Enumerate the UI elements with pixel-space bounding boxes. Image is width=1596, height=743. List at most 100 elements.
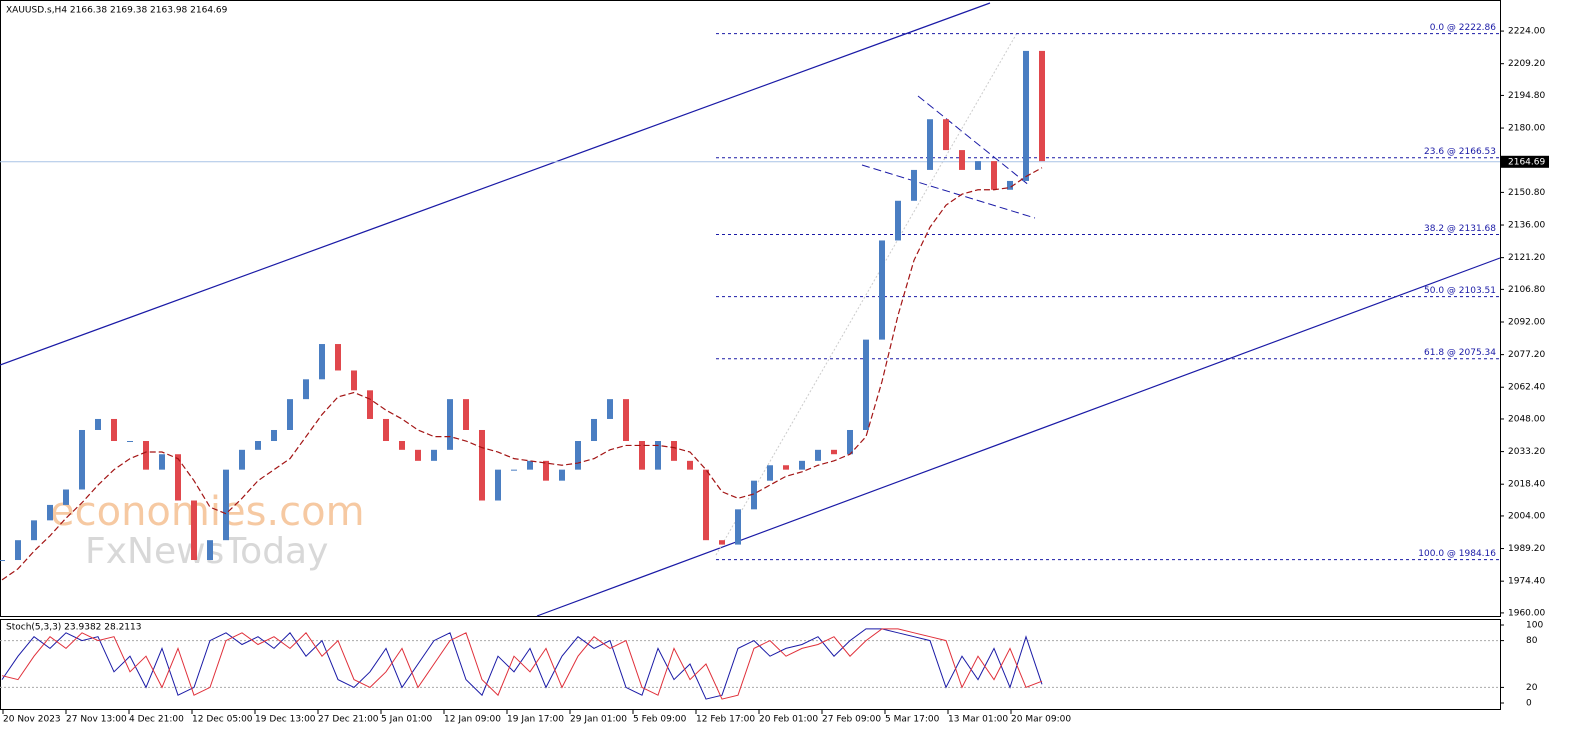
candle (47, 504, 53, 521)
x-tick-label: 20 Nov 2023 (3, 715, 61, 725)
watermark: economies.com (50, 489, 365, 535)
candle (687, 460, 693, 470)
fib-label: 50.0 @ 2103.51 (1424, 286, 1496, 296)
x-tick-label: 27 Dec 21:00 (318, 715, 379, 725)
candle (271, 429, 277, 442)
candle (639, 441, 645, 470)
candle (399, 441, 405, 450)
y-tick-label: 2136.00 (1508, 221, 1545, 231)
candle (255, 441, 261, 450)
y-tick-label: 2033.20 (1508, 447, 1545, 457)
candle (815, 449, 821, 461)
candle (1007, 180, 1013, 190)
channel-lower (536, 257, 1501, 617)
candle (0, 560, 5, 562)
y-tick-label: 2077.20 (1508, 350, 1545, 360)
stoch-line (1, 628, 1043, 700)
candle (111, 418, 117, 442)
x-tick-label: 19 Jan 17:00 (507, 715, 564, 725)
candle (511, 469, 517, 471)
x-tick-label: 12 Jan 09:00 (444, 715, 501, 725)
candle (1039, 50, 1045, 162)
candle (927, 119, 933, 170)
candle (671, 441, 677, 461)
candle (15, 540, 21, 561)
candle (303, 379, 309, 400)
stoch-panel (0, 619, 1501, 710)
y-tick-label: 2150.80 (1508, 188, 1545, 198)
candle (159, 454, 165, 470)
candle (607, 399, 613, 419)
candle (719, 540, 725, 545)
candle (383, 418, 389, 442)
fib-label: 100.0 @ 1984.16 (1418, 549, 1496, 559)
chart-title: XAUUSD.s,H4 2166.38 2169.38 2163.98 2164… (6, 6, 228, 16)
fib-label: 38.2 @ 2131.68 (1424, 224, 1496, 234)
candle (367, 390, 373, 419)
candle (847, 429, 853, 455)
candle (335, 344, 341, 371)
y-tick-label: 2209.20 (1508, 59, 1545, 69)
candle (575, 441, 581, 470)
y-tick-label: 1989.20 (1508, 544, 1545, 554)
candle (943, 119, 949, 151)
candle (31, 520, 37, 541)
candle (703, 469, 709, 541)
x-tick-label: 20 Mar 09:00 (1011, 715, 1071, 725)
x-tick-label: 29 Jan 01:00 (570, 715, 627, 725)
candle (831, 449, 837, 455)
candle (863, 339, 869, 430)
x-tick-label: 19 Dec 13:00 (255, 715, 316, 725)
y-tick-label: 2121.20 (1508, 253, 1545, 263)
candle (735, 509, 741, 545)
stoch-tick-label: 20 (1526, 683, 1538, 693)
candle (1023, 50, 1029, 181)
x-tick-label: 5 Mar 17:00 (885, 715, 940, 725)
candle (447, 399, 453, 450)
candle (783, 465, 789, 470)
candle (415, 449, 421, 461)
stoch-title: Stoch(5,3,3) 23.9382 28.2113 (6, 623, 141, 633)
candle (143, 441, 149, 470)
drawings (0, 2, 1501, 617)
fib-trend (715, 32, 1018, 556)
candle (879, 240, 885, 340)
y-tick-label: 2106.80 (1508, 285, 1545, 295)
current-price-label: 2164.69 (1508, 157, 1545, 167)
watermark: FxNewsToday (85, 531, 328, 572)
candle (895, 200, 901, 241)
candle (623, 399, 629, 442)
candle (991, 161, 997, 190)
candle (287, 399, 293, 430)
x-tick-label: 5 Feb 09:00 (633, 715, 687, 725)
current-price-box (1501, 155, 1549, 168)
candle (655, 441, 661, 470)
candle (559, 469, 565, 481)
stoch-tick-label: 0 (1526, 699, 1532, 709)
stoch-tick-label: 100 (1526, 621, 1543, 631)
y-tick-label: 2018.40 (1508, 480, 1545, 490)
candle (543, 460, 549, 481)
fib-label: 61.8 @ 2075.34 (1424, 348, 1496, 358)
x-tick-label: 20 Feb 01:00 (759, 715, 818, 725)
x-tick-label: 12 Feb 17:00 (696, 715, 755, 725)
candle (223, 469, 229, 541)
y-tick-label: 2092.00 (1508, 317, 1545, 327)
candle (319, 344, 325, 380)
y-tick-label: 2224.00 (1508, 27, 1545, 37)
moving-average (1, 167, 1043, 581)
candle (463, 399, 469, 430)
x-tick-label: 27 Feb 09:00 (822, 715, 881, 725)
candle (431, 449, 437, 461)
y-tick-label: 2180.00 (1508, 124, 1545, 134)
y-tick-label: 2194.80 (1508, 91, 1545, 101)
stoch-line (1, 628, 1043, 700)
candle (63, 489, 69, 505)
candle (479, 429, 485, 501)
y-tick-label: 2004.00 (1508, 511, 1545, 521)
candle (591, 418, 597, 442)
y-tick-label: 2048.00 (1508, 414, 1545, 424)
candle (95, 418, 101, 430)
